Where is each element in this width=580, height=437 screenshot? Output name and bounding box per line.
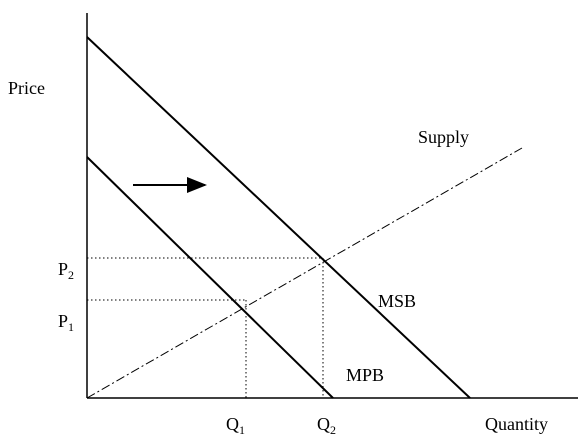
guide-lines (87, 257, 324, 398)
label-part: 2 (68, 268, 74, 282)
x-axis-label: Quantity (485, 414, 548, 434)
q1-label: Q1 (226, 414, 245, 437)
supply-label: Supply (418, 127, 469, 147)
label-part: P (58, 311, 68, 331)
label-part: 1 (68, 320, 74, 334)
y-axis-label: Price (8, 78, 45, 98)
label-part: Q (317, 414, 330, 434)
msb-curve (86, 36, 471, 399)
mpb-curve (86, 156, 334, 399)
label-part: P (58, 259, 68, 279)
label-part: 2 (330, 423, 336, 437)
mpb-label: MPB (346, 365, 384, 385)
supply-curve (86, 147, 523, 399)
label-part: Q (226, 414, 239, 434)
p2-label: P2 (58, 259, 74, 282)
label-part: 1 (239, 423, 245, 437)
q2-label: Q2 (317, 414, 336, 437)
p1-label: P1 (58, 311, 74, 334)
msb-label: MSB (378, 291, 416, 311)
